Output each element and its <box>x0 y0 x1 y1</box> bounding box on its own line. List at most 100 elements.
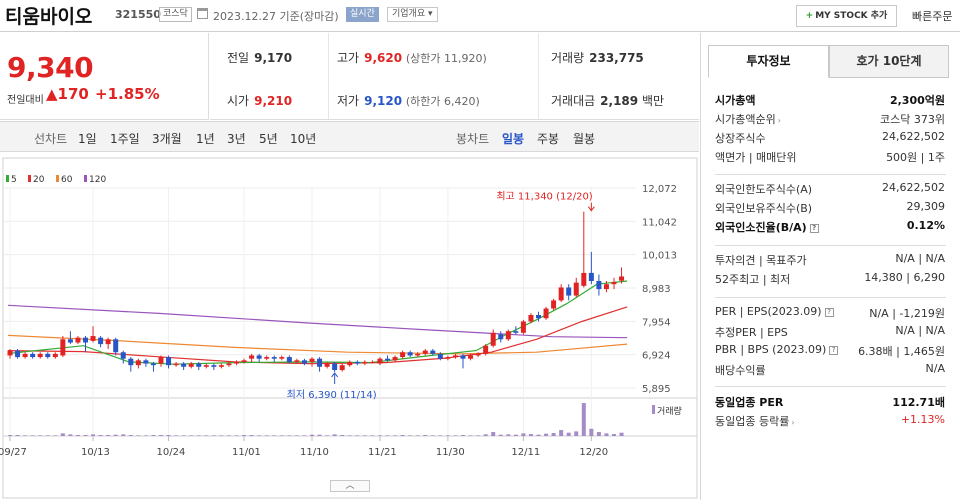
candle-body <box>468 355 474 359</box>
candle-body <box>22 353 28 358</box>
company-overview-dropdown[interactable]: 기업개요 ▾ <box>387 7 438 22</box>
volume-legend-label: 거래량 <box>657 405 682 417</box>
invest-row-label: 외국인소진율(B/A)? <box>715 219 819 235</box>
help-icon[interactable]: ? <box>824 308 834 317</box>
tab-monthly[interactable]: 월봉 <box>573 132 596 146</box>
candle-body <box>279 357 285 359</box>
candle-body <box>188 363 194 367</box>
volume-bar <box>423 435 428 436</box>
tab-daily[interactable]: 일봉 <box>502 132 525 146</box>
chart-period-tabs: 선차트 1일 1주일 3개월 1년 3년 5년 10년 봉차트 일봉 주봉 월봉 <box>0 121 699 152</box>
candle-body <box>490 332 496 346</box>
volume-bar <box>45 435 50 436</box>
candle-body <box>249 355 255 359</box>
volume-bar <box>310 434 314 436</box>
candle-body <box>30 353 36 358</box>
y-tick-label: 7,954 <box>642 317 671 328</box>
candle-body <box>551 300 557 309</box>
volume-bar <box>453 435 458 436</box>
candle-body <box>150 363 156 366</box>
candle-body <box>347 361 353 366</box>
candle-body <box>437 353 443 359</box>
y-tick-label: 8,983 <box>642 284 671 295</box>
candle-body <box>98 337 104 345</box>
invest-row-10: 추정PER | EPS N/A | N/A <box>715 324 945 343</box>
volume-bar <box>468 435 473 436</box>
tab-1y[interactable]: 1년 <box>196 132 215 146</box>
candle-body <box>619 276 625 281</box>
volume-bar <box>544 433 549 436</box>
invest-row-label: 시가총액 <box>715 94 756 107</box>
help-icon[interactable]: ? <box>829 346 839 355</box>
open-price: 시가 9,210 <box>227 94 293 108</box>
candle-body <box>422 350 428 354</box>
overview-label: 기업개요 <box>392 9 426 19</box>
price-change: ▲170 <box>46 85 89 103</box>
volume-bar <box>461 435 465 436</box>
volume-bar <box>113 434 118 436</box>
candle-body <box>120 352 126 359</box>
candle-body <box>158 357 164 364</box>
invest-row-label[interactable]: 동일업종 등락률 › <box>715 415 795 428</box>
candle-body <box>105 339 111 345</box>
chevron-down-icon: ▾ <box>428 9 433 19</box>
tab-10y[interactable]: 10년 <box>290 132 317 146</box>
volume-bar <box>408 435 413 436</box>
tab-weekly[interactable]: 주봉 <box>537 132 560 146</box>
candlestick-chart-svg[interactable]: 5 20 60 120 12,072 11,042 10,013 8,983 7,954 6,92… <box>0 153 700 500</box>
volume-bar <box>159 435 163 436</box>
stock-chart[interactable]: 5 20 60 120 12,072 11,042 10,013 8,983 7,954 6,92… <box>0 153 700 500</box>
panel-separator <box>715 386 946 387</box>
change-label: 전일대비 <box>7 95 44 106</box>
tab-invest-info[interactable]: 투자정보 <box>708 45 829 78</box>
volume-bar <box>483 434 488 436</box>
volume-bar <box>393 435 398 436</box>
invest-row-7: 투자의견 | 목표주가 N/A | N/A <box>715 252 945 271</box>
plus-icon: + <box>805 11 814 21</box>
market-badge: 코스닥 <box>159 7 192 22</box>
tab-1d[interactable]: 1일 <box>78 132 97 146</box>
invest-row-label: 투자의견 | 목표주가 <box>715 254 807 267</box>
tab-orderbook[interactable]: 호가 10단계 <box>829 45 949 78</box>
stock-code: 321550 <box>115 8 161 21</box>
volume-bar <box>521 433 526 436</box>
candle-body <box>603 284 609 290</box>
chart-frame <box>2 157 698 499</box>
y-tick-label: 10,013 <box>642 251 677 262</box>
invest-row-value: N/A <box>925 362 945 375</box>
help-icon[interactable]: ? <box>809 224 819 233</box>
volume-bar <box>279 435 284 436</box>
add-my-stock-button[interactable]: + MY STOCK 추가 <box>796 5 897 27</box>
volume-bar <box>23 435 28 436</box>
invest-row-label[interactable]: 시가총액순위 › <box>715 113 781 126</box>
line-chart-label: 선차트 <box>34 132 68 146</box>
volume-bar <box>491 432 496 436</box>
candle-body <box>369 361 375 363</box>
candle-body <box>113 339 119 353</box>
x-tick-label: 10/24 <box>157 447 186 458</box>
volume-bar <box>98 435 103 436</box>
invest-row-4: 외국인한도주식수(A) 24,622,502 <box>715 181 945 200</box>
candle-body <box>385 358 390 361</box>
tab-3m[interactable]: 3개월 <box>152 132 182 146</box>
candle-body <box>317 358 323 367</box>
collapse-chart-button[interactable]: ︿ <box>330 480 370 492</box>
realtime-button[interactable]: 실시간 <box>346 7 379 22</box>
volume-bar <box>377 435 382 436</box>
volume-bar <box>249 435 254 436</box>
tab-1w[interactable]: 1주일 <box>110 132 140 146</box>
quick-order-link[interactable]: 빠른주문 <box>912 10 953 23</box>
invest-row-value: N/A | N/A <box>895 252 945 265</box>
volume-bar <box>234 435 239 436</box>
candle-body <box>596 280 602 290</box>
volume-bar <box>151 435 156 436</box>
tab-5y[interactable]: 5년 <box>259 132 278 146</box>
invest-row-label: 추정PER | EPS <box>715 326 788 339</box>
tab-3y[interactable]: 3년 <box>227 132 246 146</box>
candle-body <box>15 350 21 358</box>
volume-bar <box>189 435 194 436</box>
panel-separator <box>715 297 946 298</box>
candle-body <box>400 352 406 358</box>
invest-row-11: PBR | BPS (2023.09)? 6.38배 | 1,465원 <box>715 343 945 362</box>
volume-bar <box>430 435 435 436</box>
